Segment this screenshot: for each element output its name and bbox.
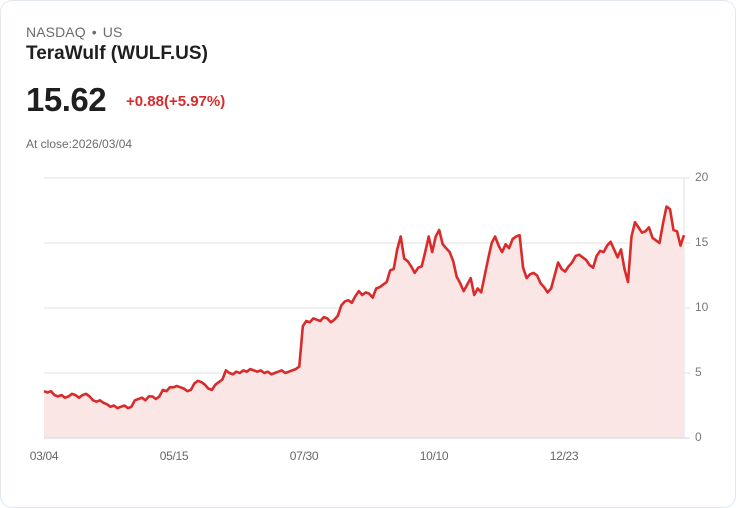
- current-price: 15.62: [26, 81, 107, 118]
- stock-title: TeraWulf (WULF.US): [26, 43, 208, 64]
- x-tick-label: 03/04: [29, 449, 59, 463]
- exchange-line: NASDAQ • US: [26, 24, 122, 40]
- price-change: +0.88(+5.97%): [126, 93, 226, 110]
- close-date-label: At close:2026/03/04: [26, 137, 133, 151]
- price-area-fill: [44, 206, 684, 438]
- x-tick-label: 07/30: [289, 449, 319, 463]
- x-tick-label: 10/10: [419, 449, 449, 463]
- chart-canvas[interactable]: [1, 161, 736, 471]
- y-tick-label: 20: [695, 170, 709, 184]
- exchange-name: NASDAQ: [26, 24, 86, 40]
- price-chart[interactable]: 0 5 10 15 20 03/04 05/15 07/30 10/10 12/23: [1, 161, 736, 471]
- y-tick-label: 5: [695, 365, 702, 379]
- y-tick-label: 10: [695, 300, 709, 314]
- x-tick-label: 05/15: [159, 449, 189, 463]
- separator-dot: •: [91, 24, 97, 40]
- y-tick-label: 15: [695, 235, 709, 249]
- x-tick-label: 12/23: [549, 449, 579, 463]
- y-tick-label: 0: [695, 430, 702, 444]
- region-label: US: [102, 24, 123, 40]
- price-line: [43, 205, 686, 410]
